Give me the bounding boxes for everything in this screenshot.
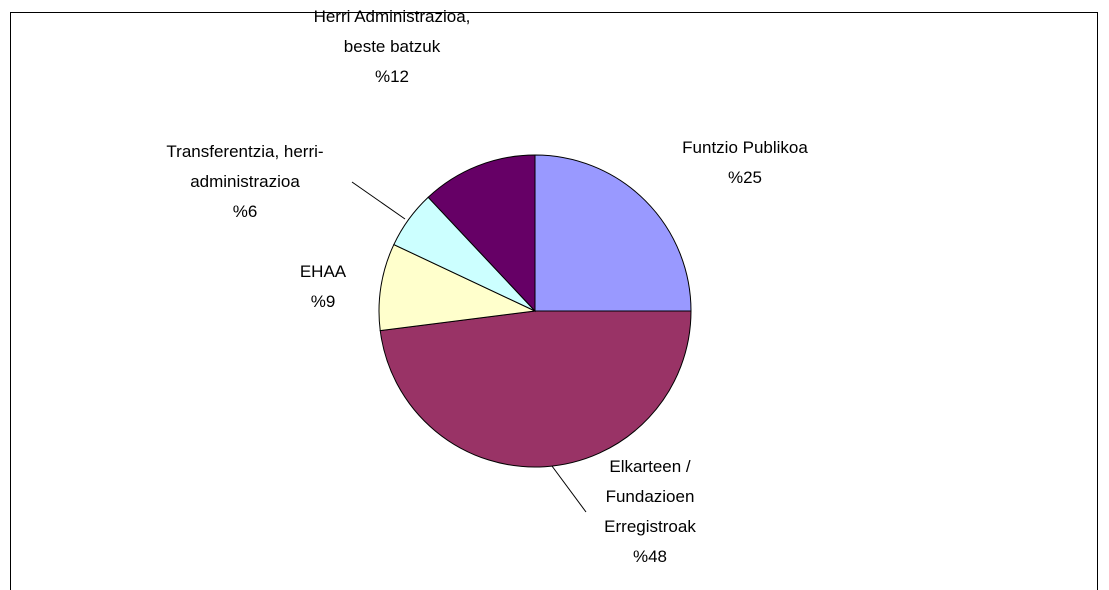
pie-slice: [534, 154, 692, 312]
category-label: EHAA: [299, 262, 347, 281]
pie-slice: [379, 310, 692, 468]
value-label: %6: [232, 202, 258, 221]
value-label: %48: [632, 547, 668, 566]
value-label: %12: [374, 67, 410, 86]
category-label: Herri Administrazioa, beste batzuk: [313, 7, 471, 56]
leader-line: [351, 181, 406, 220]
slice-label: Funtzio Publikoa %25: [635, 133, 855, 193]
chart-frame: [10, 12, 1098, 590]
leader-line: [548, 461, 587, 513]
value-label: %9: [310, 292, 336, 311]
slice-label: Transferentzia, herri-administrazioa %6: [130, 137, 360, 227]
slice-label: Elkarteen / Fundazioen Erregistroak %48: [575, 452, 725, 572]
slice-label: Herri Administrazioa, beste batzuk %12: [312, 2, 472, 92]
pie-slice: [378, 243, 537, 332]
category-label: Funtzio Publikoa: [682, 138, 808, 157]
pie-slice: [427, 154, 536, 313]
value-label: %25: [727, 168, 763, 187]
slice-label: EHAA %9: [273, 257, 373, 317]
category-label: Transferentzia, herri-administrazioa: [166, 142, 324, 191]
category-label: Elkarteen / Fundazioen Erregistroak: [604, 457, 696, 536]
